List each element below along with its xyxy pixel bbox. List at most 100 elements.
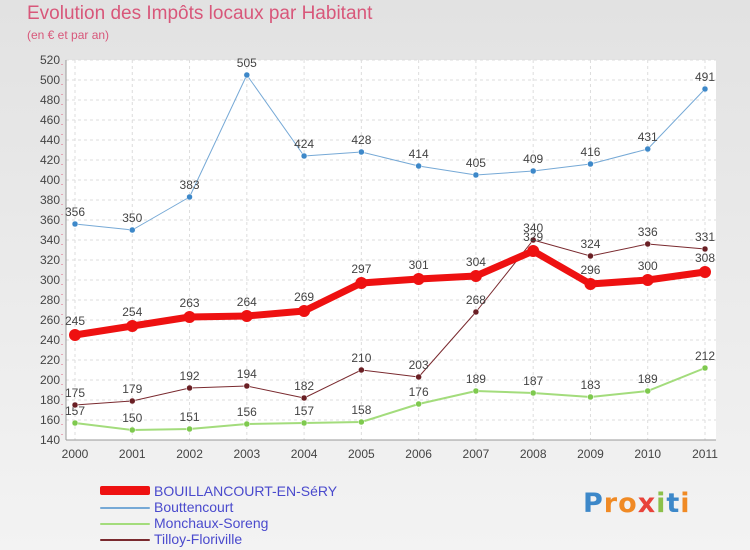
data-point [644,387,651,395]
data-label: 350 [122,211,142,225]
y-tick-label: 340 [40,233,60,247]
data-label: 505 [237,56,257,70]
data-label: 150 [122,411,142,425]
data-point [415,373,422,381]
data-label: 179 [122,382,142,396]
data-point [529,236,537,244]
data-label: 203 [409,358,429,372]
data-point [186,425,193,433]
data-label: 210 [351,351,371,365]
data-label: 297 [351,262,371,276]
data-point [129,426,136,434]
x-tick-label: 2001 [119,447,146,461]
chart-subtitle: (en € et par an) [27,28,110,42]
x-tick-label: 2005 [348,447,375,461]
y-tick-label: 180 [40,393,60,407]
data-point [358,366,365,374]
x-tick-label: 2011 [692,447,718,461]
data-point [186,193,193,201]
data-point [415,162,422,170]
y-tick-label: 480 [40,93,60,107]
data-label: 431 [638,130,658,144]
plot-area [66,60,716,440]
data-label: 356 [65,205,85,219]
series-bouillancourt-en-s-ry: 245 254 263 264 269 297 301 304 329 296 300 308 [65,230,715,341]
data-point [529,167,537,175]
y-tick-label: 320 [40,253,60,267]
legend: BOUILLANCOURT-EN-SéRY Bouttencourt Monch… [100,483,420,548]
line-chart: 140 160 180 200 220 240 260 280 300 320 340 360 380 4… [40,53,718,461]
series-line-bouillancourt-en-s-ry [71,247,709,339]
logo-letter: i [680,488,691,519]
data-point [243,71,251,79]
series-monchaux-soreng: 157 150 151 156 157 158 176 189 187 183 189 212 [65,349,715,434]
y-tick-label: 200 [40,373,60,387]
data-point [529,389,537,397]
data-label: 212 [695,349,715,363]
y-tick-label: 300 [40,273,60,287]
data-point [701,245,709,253]
x-tick-label: 2010 [634,447,661,461]
data-point [415,400,422,408]
legend-swatch-bouillancourt [100,486,150,495]
y-tick-label: 500 [40,73,60,87]
data-point [355,277,368,289]
data-point [240,310,253,322]
data-label: 192 [180,369,200,383]
data-label: 296 [580,263,600,277]
legend-label-bouttencourt: Bouttencourt [154,499,234,515]
y-tick-label: 280 [40,293,60,307]
y-tick-label: 420 [40,153,60,167]
legend-label-bouillancourt: BOUILLANCOURT-EN-SéRY [154,483,338,499]
data-label: 428 [351,133,371,147]
y-tick-label: 460 [40,113,60,127]
data-point [243,382,251,390]
logo-letter: o [618,488,638,519]
legend-item-monchaux-soreng: Monchaux-Soreng [100,515,420,532]
data-label: 175 [65,386,85,400]
proxiti-logo: Proxiti [583,488,691,519]
data-label: 329 [523,230,543,244]
data-point [587,160,594,168]
data-point [300,152,308,160]
data-label: 409 [523,152,543,166]
x-tick-label: 2007 [463,447,490,461]
y-tick-label: 140 [40,433,60,447]
data-point [584,278,597,290]
data-label: 176 [409,385,429,399]
data-point [587,252,594,260]
legend-item-tilloy-floriville: Tilloy-Floriville [100,531,420,548]
data-label: 156 [237,405,257,419]
x-tick-label: 2000 [62,447,89,461]
x-tick-label: 2003 [233,447,260,461]
data-label: 383 [180,178,200,192]
data-point [126,320,139,332]
data-label: 151 [180,410,200,424]
data-label: 405 [466,156,486,170]
data-label: 264 [237,295,257,309]
y-tick-label: 400 [40,173,60,187]
data-point [472,308,480,316]
y-tick-label: 520 [40,53,60,67]
data-point [358,418,365,426]
data-point [527,245,540,257]
x-tick-label: 2009 [577,447,604,461]
data-label: 414 [409,147,429,161]
data-point [129,226,136,234]
data-label: 336 [638,225,658,239]
data-label: 183 [580,378,600,392]
data-point [186,384,193,392]
data-label: 189 [638,372,658,386]
data-point [699,266,711,278]
logo-letter: t [666,488,681,519]
data-label: 158 [351,403,371,417]
data-point [587,393,594,401]
data-point [701,85,709,93]
data-label: 187 [523,374,543,388]
y-tick-label: 220 [40,353,60,367]
data-label: 182 [294,379,314,393]
data-point [644,145,651,153]
legend-swatch-tilloy-floriville [100,539,150,541]
series-bouttencourt: 356 350 383 505 424 428 414 405 409 416 431 491 [65,56,715,234]
data-label: 300 [638,259,658,273]
